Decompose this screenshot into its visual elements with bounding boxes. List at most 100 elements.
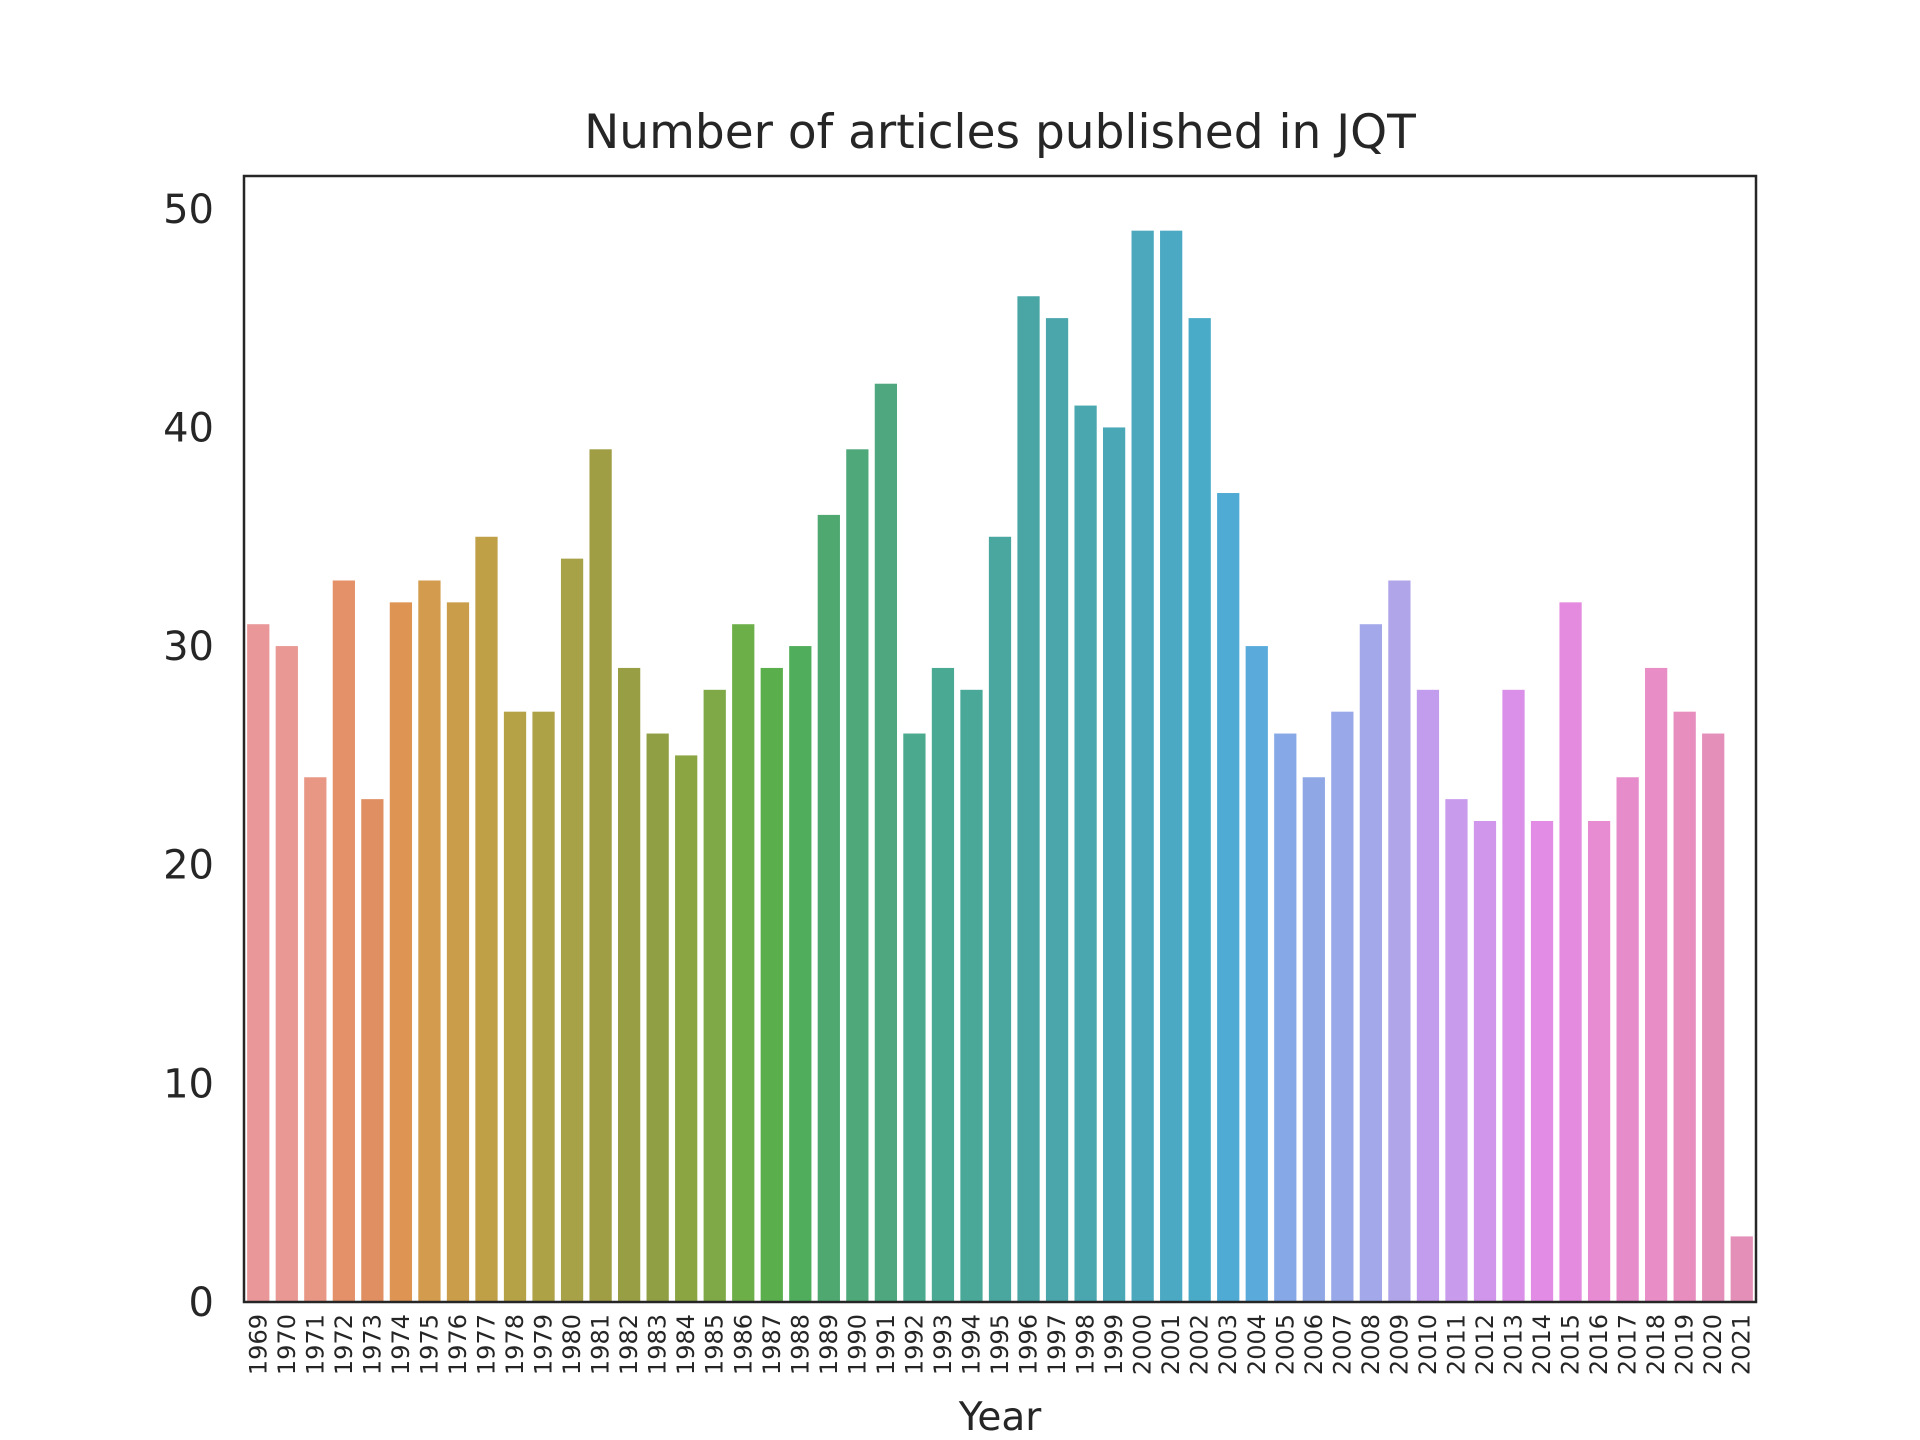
x-tick-label-1993: 1993 [929, 1314, 957, 1375]
x-tick-label-1994: 1994 [957, 1314, 985, 1375]
bar-2015 [1559, 602, 1582, 1302]
bar-1995 [988, 536, 1012, 1302]
bar-1973 [361, 799, 384, 1302]
x-tick-label-2010: 2010 [1414, 1314, 1442, 1375]
bar-2009 [1388, 580, 1411, 1302]
bar-2021 [1730, 1236, 1753, 1302]
bar-2016 [1587, 820, 1611, 1302]
plot-frame [242, 174, 1758, 1304]
y-tick-label: 40 [163, 405, 214, 451]
x-tick-label-2008: 2008 [1357, 1314, 1385, 1375]
bar-1982 [618, 667, 641, 1302]
x-tick-label-1996: 1996 [1015, 1314, 1043, 1375]
bar-1996 [1017, 296, 1040, 1302]
x-tick-label-2001: 2001 [1157, 1314, 1185, 1375]
x-tick-label-1981: 1981 [587, 1314, 615, 1375]
bar-1969 [247, 624, 270, 1302]
bar-1971 [304, 777, 327, 1302]
x-tick-label-2000: 2000 [1129, 1314, 1157, 1375]
bar-1994 [960, 689, 983, 1302]
x-tick-label-1984: 1984 [672, 1314, 700, 1375]
x-tick-label-1989: 1989 [815, 1314, 843, 1375]
x-tick-label-1969: 1969 [244, 1314, 272, 1375]
x-tick-label-2016: 2016 [1585, 1314, 1613, 1375]
x-axis-ticks: 1969 1970 1971 1972 1973 1974 1975 1976 1977 1978… [244, 1314, 1755, 1375]
bar-1998 [1074, 405, 1097, 1302]
bar-2017 [1616, 777, 1639, 1302]
x-tick-label-1997: 1997 [1043, 1314, 1071, 1375]
x-tick-label-1986: 1986 [729, 1314, 757, 1375]
bar-1989 [817, 514, 840, 1302]
bar-2011 [1445, 799, 1468, 1302]
bar-2014 [1530, 820, 1554, 1302]
x-tick-label-2003: 2003 [1214, 1314, 1242, 1375]
bar-1999 [1102, 427, 1126, 1302]
y-tick-label: 20 [163, 843, 214, 889]
x-tick-label-1992: 1992 [900, 1314, 928, 1375]
chart-title: Number of articles published in JQT [584, 105, 1416, 160]
y-tick-label: 0 [189, 1280, 214, 1326]
bar-2003 [1217, 493, 1240, 1302]
bar-1978 [503, 711, 527, 1302]
x-axis-label: Year [958, 1395, 1043, 1440]
x-tick-label-1972: 1972 [330, 1314, 358, 1375]
bar-1970 [275, 646, 298, 1302]
y-tick-label: 10 [163, 1061, 214, 1107]
x-tick-label-1985: 1985 [701, 1314, 729, 1375]
bar-2007 [1331, 711, 1354, 1302]
x-tick-label-1976: 1976 [444, 1314, 472, 1375]
bar-2001 [1160, 230, 1183, 1302]
bar-1993 [931, 667, 955, 1302]
bar-1992 [903, 733, 926, 1302]
bar-2008 [1359, 624, 1382, 1302]
x-tick-label-2007: 2007 [1328, 1314, 1356, 1375]
bar-2019 [1673, 711, 1696, 1302]
bar-2004 [1245, 646, 1268, 1302]
x-tick-label-2006: 2006 [1300, 1314, 1328, 1375]
bar-2006 [1302, 777, 1325, 1302]
bar-1979 [532, 711, 555, 1302]
bar-1972 [332, 580, 355, 1302]
bar-1997 [1045, 318, 1069, 1302]
x-tick-label-1988: 1988 [786, 1314, 814, 1375]
x-tick-label-2017: 2017 [1614, 1314, 1642, 1375]
x-tick-label-2019: 2019 [1671, 1314, 1699, 1375]
y-tick-label: 50 [163, 187, 214, 233]
x-tick-label-2014: 2014 [1528, 1314, 1556, 1375]
bar-2012 [1473, 820, 1497, 1302]
x-tick-label-2005: 2005 [1271, 1314, 1299, 1375]
bar-1977 [475, 536, 498, 1302]
bar-2002 [1188, 318, 1211, 1302]
x-tick-label-1971: 1971 [301, 1314, 329, 1375]
bar-1983 [646, 733, 669, 1302]
x-tick-label-2004: 2004 [1243, 1314, 1271, 1375]
bar-2005 [1274, 733, 1297, 1302]
x-tick-label-1982: 1982 [615, 1314, 643, 1375]
bars-group [247, 230, 1753, 1303]
bar-1986 [732, 624, 755, 1302]
x-tick-label-2018: 2018 [1642, 1314, 1670, 1375]
bar-1980 [560, 558, 584, 1302]
x-tick-label-2012: 2012 [1471, 1314, 1499, 1375]
bar-1975 [418, 580, 441, 1302]
x-tick-label-1979: 1979 [530, 1314, 558, 1375]
bar-1981 [589, 449, 612, 1302]
x-tick-label-1983: 1983 [644, 1314, 672, 1375]
bar-2018 [1645, 667, 1668, 1302]
x-tick-label-1970: 1970 [273, 1314, 301, 1375]
x-tick-label-1980: 1980 [558, 1314, 586, 1375]
bar-1990 [846, 449, 869, 1302]
x-tick-label-2011: 2011 [1442, 1314, 1470, 1375]
x-tick-label-1974: 1974 [387, 1314, 415, 1375]
y-axis-ticks: 0 10 20 30 40 50 [163, 187, 214, 1326]
x-tick-label-1975: 1975 [415, 1314, 443, 1375]
x-tick-label-1995: 1995 [986, 1314, 1014, 1375]
bar-1974 [389, 602, 413, 1302]
x-tick-label-1978: 1978 [501, 1314, 529, 1375]
x-tick-label-1990: 1990 [843, 1314, 871, 1375]
bar-2010 [1416, 689, 1440, 1302]
x-tick-label-1973: 1973 [358, 1314, 386, 1375]
x-tick-label-2020: 2020 [1699, 1314, 1727, 1375]
x-tick-label-1991: 1991 [872, 1314, 900, 1375]
